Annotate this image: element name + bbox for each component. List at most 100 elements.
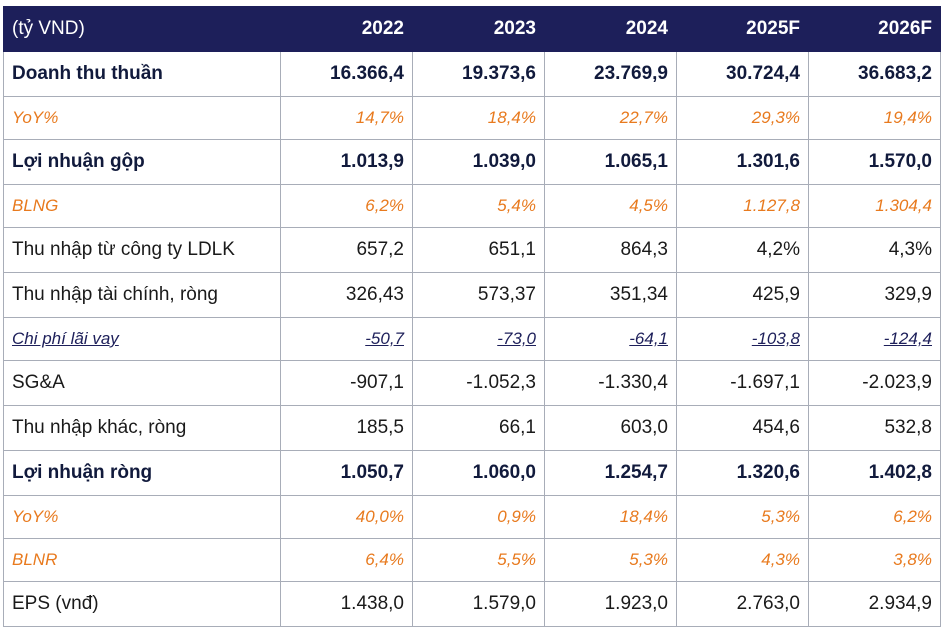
table-row-net-margin: BLNR 6,4% 5,5% 5,3% 4,3% 3,8% [3,538,941,582]
column-header-2025f: 2025F [676,6,809,52]
table-row-profit-yoy: YoY% 40,0% 0,9% 18,4% 5,3% 6,2% [3,495,941,539]
row-label: Chi phí lãi vay [3,317,281,361]
cell-value: 5,4% [412,184,545,228]
cell-value: 603,0 [544,405,677,451]
cell-value: 36.683,2 [808,51,941,97]
cell-value: 657,2 [280,227,413,273]
table-row-sga: SG&A -907,1 -1.052,3 -1.330,4 -1.697,1 -… [3,360,941,406]
row-label: BLNR [3,538,281,582]
cell-value: 1.013,9 [280,139,413,185]
cell-value: 532,8 [808,405,941,451]
row-label: BLNG [3,184,281,228]
cell-value: 1.050,7 [280,450,413,496]
cell-value: 4,5% [544,184,677,228]
cell-value: 1.060,0 [412,450,545,496]
cell-value: -103,8 [676,317,809,361]
cell-value: -1.052,3 [412,360,545,406]
cell-value: 18,4% [412,96,545,140]
column-header-2022: 2022 [280,6,413,52]
table-row-associate-income: Thu nhập từ công ty LDLK 657,2 651,1 864… [3,227,941,273]
cell-value: 2.934,9 [808,581,941,627]
row-label: SG&A [3,360,281,406]
cell-value: -1.697,1 [676,360,809,406]
cell-value: 1.320,6 [676,450,809,496]
cell-value: 66,1 [412,405,545,451]
cell-value: 19.373,6 [412,51,545,97]
cell-value: 1.301,6 [676,139,809,185]
cell-value: -73,0 [412,317,545,361]
table-row-interest-expense: Chi phí lãi vay -50,7 -73,0 -64,1 -103,8… [3,317,941,361]
cell-value: 23.769,9 [544,51,677,97]
cell-value: 573,37 [412,272,545,318]
cell-value: 326,43 [280,272,413,318]
cell-value: 329,9 [808,272,941,318]
cell-value: 0,9% [412,495,545,539]
cell-value: 19,4% [808,96,941,140]
cell-value: 1.254,7 [544,450,677,496]
cell-value: 22,7% [544,96,677,140]
column-header-2026f: 2026F [808,6,941,52]
table-row-net-financial-income: Thu nhập tài chính, ròng 326,43 573,37 3… [3,272,941,318]
table-row-gross-margin: BLNG 6,2% 5,4% 4,5% 1.127,8 1.304,4 [3,184,941,228]
row-label: Thu nhập tài chính, ròng [3,272,281,318]
cell-value: 6,2% [280,184,413,228]
column-header-2024: 2024 [544,6,677,52]
cell-value: 425,9 [676,272,809,318]
table-row-other-income: Thu nhập khác, ròng 185,5 66,1 603,0 454… [3,405,941,451]
cell-value: -907,1 [280,360,413,406]
cell-value: 40,0% [280,495,413,539]
cell-value: 5,3% [544,538,677,582]
cell-value: 16.366,4 [280,51,413,97]
row-label: Thu nhập khác, ròng [3,405,281,451]
unit-label: (tỷ VND) [3,6,281,52]
cell-value: 6,4% [280,538,413,582]
cell-value: 29,3% [676,96,809,140]
cell-value: 185,5 [280,405,413,451]
row-label: YoY% [3,96,281,140]
row-label: Lợi nhuận ròng [3,450,281,496]
table-row-gross-profit: Lợi nhuận gộp 1.013,9 1.039,0 1.065,1 1.… [3,139,941,185]
cell-value: 351,34 [544,272,677,318]
cell-value: -50,7 [280,317,413,361]
financial-table: (tỷ VND) 2022 2023 2024 2025F 2026F Doan… [3,6,941,627]
cell-value: 1.923,0 [544,581,677,627]
cell-value: -2.023,9 [808,360,941,406]
header-row: (tỷ VND) 2022 2023 2024 2025F 2026F [3,6,941,52]
table-row-net-profit: Lợi nhuận ròng 1.050,7 1.060,0 1.254,7 1… [3,450,941,496]
row-label: Doanh thu thuần [3,51,281,97]
column-header-2023: 2023 [412,6,545,52]
cell-value: 1.402,8 [808,450,941,496]
cell-value: 14,7% [280,96,413,140]
financial-summary: (tỷ VND) 2022 2023 2024 2025F 2026F Doan… [3,6,941,627]
cell-value: 1.127,8 [676,184,809,228]
row-label: Thu nhập từ công ty LDLK [3,227,281,273]
table-row-eps: EPS (vnđ) 1.438,0 1.579,0 1.923,0 2.763,… [3,581,941,627]
cell-value: -1.330,4 [544,360,677,406]
cell-value: 1.304,4 [808,184,941,228]
cell-value: -124,4 [808,317,941,361]
cell-value: 5,3% [676,495,809,539]
cell-value: -64,1 [544,317,677,361]
cell-value: 18,4% [544,495,677,539]
row-label: Lợi nhuận gộp [3,139,281,185]
cell-value: 3,8% [808,538,941,582]
cell-value: 4,3% [676,538,809,582]
cell-value: 4,2% [676,227,809,273]
cell-value: 1.039,0 [412,139,545,185]
cell-value: 1.438,0 [280,581,413,627]
cell-value: 1.065,1 [544,139,677,185]
cell-value: 30.724,4 [676,51,809,97]
row-label: YoY% [3,495,281,539]
cell-value: 864,3 [544,227,677,273]
table-body: Doanh thu thuần 16.366,4 19.373,6 23.769… [3,51,941,627]
cell-value: 1.579,0 [412,581,545,627]
cell-value: 2.763,0 [676,581,809,627]
cell-value: 454,6 [676,405,809,451]
row-label: EPS (vnđ) [3,581,281,627]
table-header: (tỷ VND) 2022 2023 2024 2025F 2026F [3,6,941,52]
table-row-revenue-yoy: YoY% 14,7% 18,4% 22,7% 29,3% 19,4% [3,96,941,140]
cell-value: 1.570,0 [808,139,941,185]
cell-value: 5,5% [412,538,545,582]
cell-value: 651,1 [412,227,545,273]
cell-value: 6,2% [808,495,941,539]
